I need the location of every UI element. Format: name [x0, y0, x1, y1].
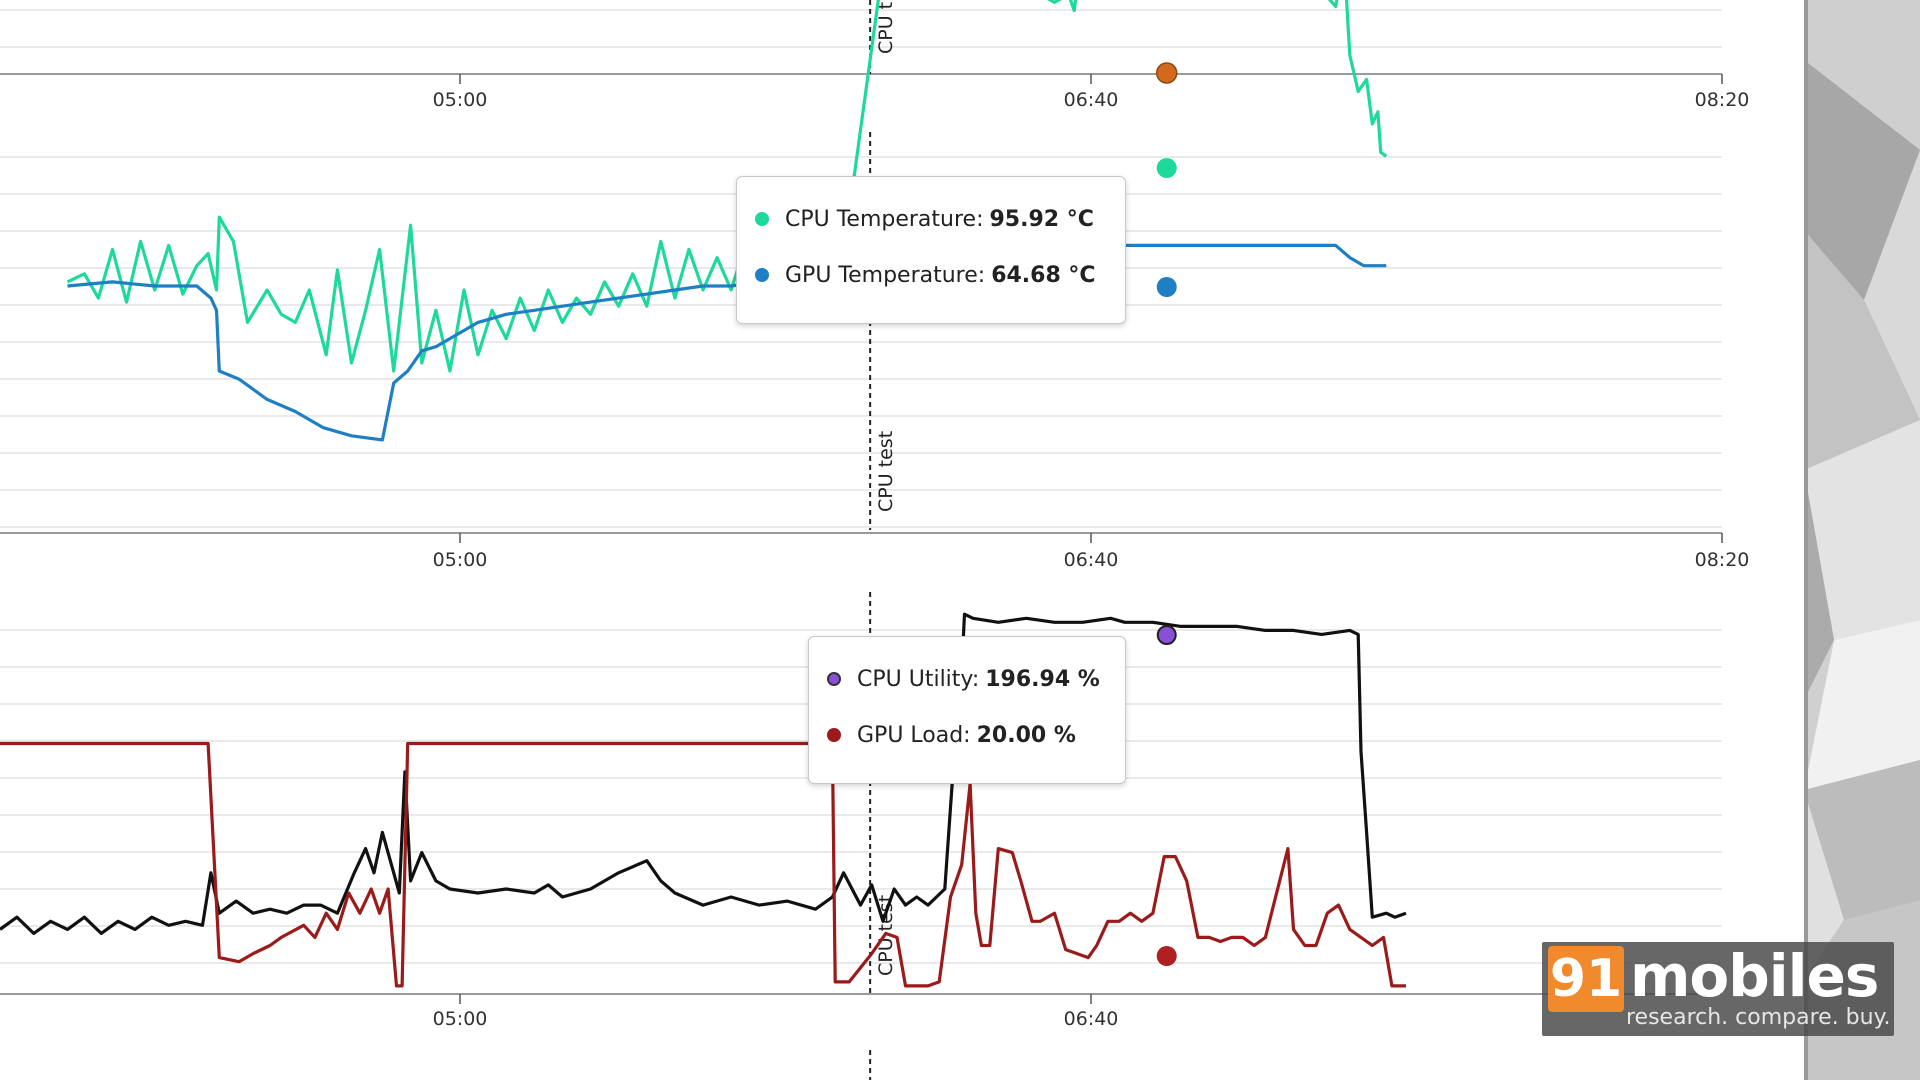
cpu-temperature-dot-icon	[755, 212, 769, 226]
tooltip-row-cpu-utility: CPU Utility: 196.94 %	[827, 651, 1107, 707]
gpu-temperature-dot-icon	[755, 268, 769, 282]
geometric-pattern-icon	[1804, 0, 1920, 1080]
tooltip-row-cpu-temperature: CPU Temperature: 95.92 °C	[755, 191, 1107, 247]
tooltip-row-gpu-temperature: GPU Temperature: 64.68 °C	[755, 247, 1107, 303]
watermark-logo: 91 mobiles research. compare. buy.	[1542, 942, 1894, 1036]
tooltip-label: CPU Utility:	[857, 666, 980, 692]
x-tick-label: 05:00	[433, 1008, 488, 1030]
tooltip-temperature: CPU Temperature: 95.92 °C GPU Temperatur…	[736, 176, 1126, 324]
highlight-point-cpu-utility	[1156, 625, 1177, 645]
x-tick-label: 05:00	[433, 549, 488, 571]
event-marker-label: CPU t	[875, 2, 897, 54]
tooltip-value: 196.94 %	[985, 666, 1100, 692]
tooltip-value: 20.00 %	[976, 722, 1076, 748]
tooltip-label: CPU Temperature:	[785, 206, 984, 232]
tooltip-value: 95.92 °C	[989, 206, 1094, 232]
watermark-number: 91	[1548, 946, 1624, 1012]
watermark-brand: mobiles	[1630, 942, 1879, 1010]
x-tick-label: 05:00	[433, 89, 488, 111]
x-tick-label: 08:20	[1695, 89, 1750, 111]
tooltip-value: 64.68 °C	[991, 262, 1096, 288]
tooltip-row-gpu-load: GPU Load: 20.00 %	[827, 707, 1107, 763]
tooltip-label: GPU Temperature:	[785, 262, 986, 288]
x-tick-label: 08:20	[1695, 549, 1750, 571]
x-tick-label: 06:40	[1064, 549, 1119, 571]
series-line-gpu-load	[0, 741, 1406, 988]
bottom-marker-lines	[869, 1050, 872, 1080]
cpu-utility-dot-icon	[827, 672, 841, 686]
x-tick-label: 06:40	[1064, 1008, 1119, 1030]
highlight-point-gpu-load	[1156, 946, 1177, 966]
x-tick-label: 06:40	[1064, 89, 1119, 111]
event-marker-label: CPU test	[875, 431, 897, 512]
background-panel	[1804, 0, 1920, 1080]
watermark-tagline: research. compare. buy.	[1626, 1005, 1891, 1030]
highlight-point-gpu-temperature	[1156, 277, 1177, 297]
highlight-point	[1155, 62, 1178, 84]
tooltip-load: CPU Utility: 196.94 % GPU Load: 20.00 %	[808, 636, 1126, 784]
series-line-cpu-temperature	[66, 0, 1388, 373]
highlight-point-cpu-temperature	[1156, 158, 1177, 178]
gpu-load-dot-icon	[827, 728, 841, 742]
tooltip-label: GPU Load:	[857, 722, 971, 748]
